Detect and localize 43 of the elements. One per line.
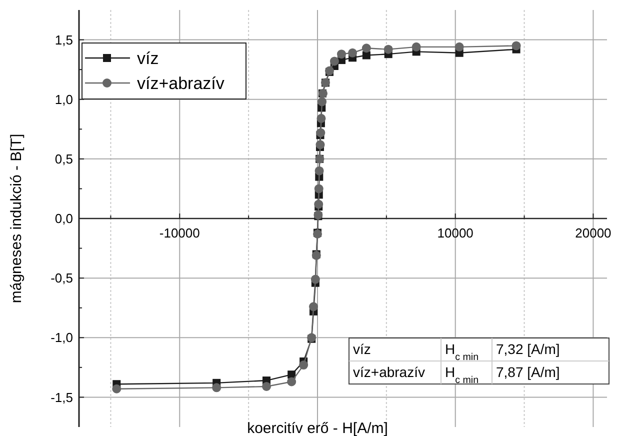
point — [454, 42, 464, 52]
y-tick-label: 1,0 — [54, 92, 73, 107]
point — [314, 166, 324, 176]
x-tick-label: 10000 — [437, 226, 474, 240]
annotation: H$_{c min}$ — [445, 341, 479, 362]
y-tick-label: -1,5 — [50, 390, 73, 405]
y-tick-label: -0,5 — [50, 270, 73, 286]
point — [316, 140, 325, 150]
point — [348, 48, 358, 58]
point — [262, 382, 271, 391]
x-axis-title: koercitív erő - H[A/m] — [247, 420, 388, 436]
annotation: víz+abrazív — [353, 364, 425, 380]
point — [362, 51, 370, 60]
point — [362, 44, 371, 53]
point — [314, 184, 324, 194]
point — [316, 128, 326, 138]
point — [316, 114, 326, 123]
point — [310, 274, 320, 284]
point — [309, 302, 318, 312]
x-tick-label: 20000 — [575, 226, 612, 240]
y-tick-label: 1,5 — [54, 32, 73, 48]
legend-label: víz — [137, 48, 159, 68]
legend-label: víz+abrazív — [137, 74, 225, 93]
annotation: H$_{c min}$ — [445, 364, 479, 386]
point — [512, 41, 521, 50]
x-tick-label: -10000 — [159, 226, 200, 240]
y-tick-label: -1,0 — [50, 330, 73, 346]
point — [318, 97, 327, 106]
y-tick-label: 0,5 — [54, 151, 73, 166]
point — [412, 42, 421, 52]
y-axis-title: mágneses indukció - B[T] — [8, 134, 25, 304]
annotation: 7,87 [A/m] — [496, 364, 560, 380]
point — [336, 50, 346, 59]
point — [212, 383, 222, 392]
point — [112, 384, 122, 394]
annotation: víz — [353, 341, 371, 357]
point — [330, 56, 339, 66]
point — [287, 377, 296, 386]
annotation: 7,32 [A/m] — [496, 341, 560, 357]
y-tick-label: 0,0 — [54, 211, 73, 226]
point — [299, 360, 308, 370]
point — [384, 44, 393, 54]
point — [314, 200, 324, 209]
